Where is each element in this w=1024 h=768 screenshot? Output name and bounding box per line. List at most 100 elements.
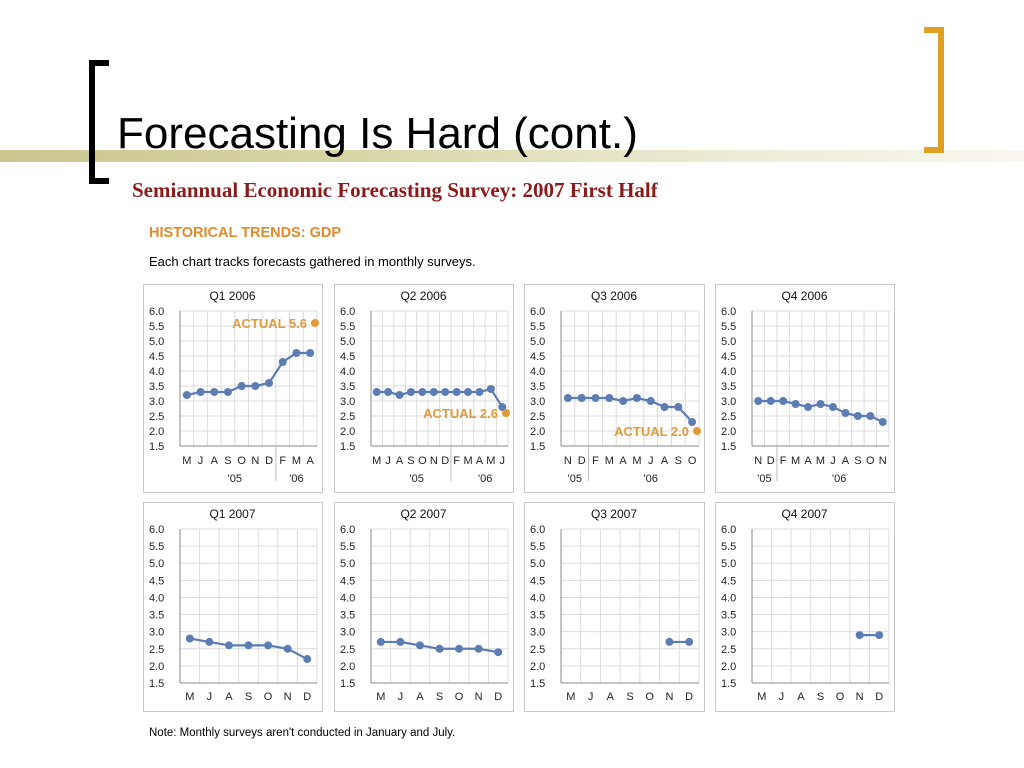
y-tick-label: 4.0 <box>149 366 164 378</box>
y-tick-label: 3.5 <box>340 381 355 393</box>
y-tick-label: 4.0 <box>721 592 736 604</box>
data-point <box>306 349 315 357</box>
y-tick-label: 3.5 <box>149 381 164 393</box>
data-point <box>205 637 214 646</box>
y-tick-label: 4.5 <box>149 351 164 363</box>
y-tick-label: 3.5 <box>340 610 355 622</box>
x-tick-label: J <box>588 691 594 703</box>
y-tick-label: 2.5 <box>721 644 736 656</box>
x-tick-label: J <box>779 691 785 703</box>
data-point <box>563 394 572 402</box>
x-tick-label: M <box>182 455 191 467</box>
x-tick-label: A <box>607 691 615 703</box>
data-point <box>660 403 669 411</box>
data-point <box>688 418 697 426</box>
x-tick-label: N <box>564 455 572 467</box>
x-tick-label: S <box>436 691 443 703</box>
y-tick-label: 6.0 <box>340 524 355 536</box>
data-point <box>251 382 260 390</box>
y-tick-label: 1.5 <box>721 441 736 453</box>
x-tick-label: O <box>264 691 273 703</box>
data-point <box>376 637 385 646</box>
y-tick-label: 4.5 <box>721 351 736 363</box>
x-tick-label: M <box>605 455 614 467</box>
x-tick-label: A <box>416 691 424 703</box>
year-label: '05 <box>409 473 423 485</box>
chart-frame <box>715 502 895 712</box>
x-tick-label: J <box>385 455 391 467</box>
x-tick-label: M <box>816 455 825 467</box>
y-tick-label: 3.0 <box>530 627 545 639</box>
data-point <box>372 388 381 396</box>
y-tick-label: 2.5 <box>530 644 545 656</box>
year-label: '06 <box>644 473 658 485</box>
y-tick-label: 4.0 <box>340 592 355 604</box>
y-tick-label: 4.5 <box>721 575 736 587</box>
y-tick-label: 2.5 <box>149 644 164 656</box>
year-label: '05 <box>757 473 771 485</box>
y-tick-label: 2.0 <box>530 426 545 438</box>
y-tick-label: 6.0 <box>149 306 164 318</box>
x-tick-label: J <box>207 691 213 703</box>
x-tick-label: O <box>836 691 845 703</box>
data-point <box>265 379 274 387</box>
y-tick-label: 2.5 <box>340 411 355 423</box>
data-point <box>494 648 503 657</box>
data-point <box>237 382 246 390</box>
x-tick-label: A <box>396 455 404 467</box>
data-point <box>605 394 614 402</box>
x-tick-label: A <box>211 455 219 467</box>
x-tick-label: M <box>372 455 381 467</box>
chart-subtitle: Each chart tracks forecasts gathered in … <box>149 254 476 269</box>
data-point <box>855 631 864 640</box>
chart-title: Q3 2006 <box>591 289 637 303</box>
actual-label: ACTUAL 2.6 <box>423 406 498 421</box>
x-tick-label: M <box>185 691 194 703</box>
chart-frame <box>143 502 323 712</box>
data-point <box>779 397 788 405</box>
x-tick-label: O <box>645 691 654 703</box>
y-tick-label: 5.5 <box>721 541 736 553</box>
y-tick-label: 5.5 <box>530 541 545 553</box>
data-point <box>841 409 850 417</box>
x-tick-label: D <box>578 455 586 467</box>
data-point <box>384 388 393 396</box>
x-tick-label: D <box>685 691 693 703</box>
data-point <box>853 412 862 420</box>
y-tick-label: 3.0 <box>721 396 736 408</box>
data-point <box>435 644 444 653</box>
chart-title: Q1 2006 <box>209 289 255 303</box>
x-tick-label: M <box>791 455 800 467</box>
x-tick-label: F <box>780 455 787 467</box>
data-point <box>475 388 484 396</box>
year-label: '05 <box>568 473 582 485</box>
data-point <box>754 397 763 405</box>
y-tick-label: 4.0 <box>149 592 164 604</box>
y-tick-label: 3.5 <box>721 610 736 622</box>
data-point <box>182 391 191 399</box>
y-tick-label: 2.0 <box>340 426 355 438</box>
data-point <box>223 388 232 396</box>
y-tick-label: 2.5 <box>340 644 355 656</box>
y-tick-label: 4.5 <box>340 575 355 587</box>
data-point <box>441 388 450 396</box>
x-tick-label: S <box>245 691 252 703</box>
y-tick-label: 5.0 <box>340 558 355 570</box>
data-point <box>303 655 312 664</box>
year-label: '06 <box>289 473 303 485</box>
data-point <box>591 394 600 402</box>
x-tick-label: O <box>866 455 875 467</box>
x-tick-label: A <box>804 455 812 467</box>
y-tick-label: 2.5 <box>530 411 545 423</box>
data-point <box>674 403 683 411</box>
data-point <box>632 394 641 402</box>
x-tick-label: O <box>455 691 464 703</box>
y-tick-label: 5.5 <box>530 321 545 333</box>
data-point <box>646 397 655 405</box>
x-tick-label: S <box>675 455 682 467</box>
x-tick-label: N <box>430 455 438 467</box>
x-tick-label: J <box>398 691 404 703</box>
chart-title: Q4 2007 <box>781 507 827 521</box>
y-tick-label: 6.0 <box>530 524 545 536</box>
y-tick-label: 4.0 <box>721 366 736 378</box>
